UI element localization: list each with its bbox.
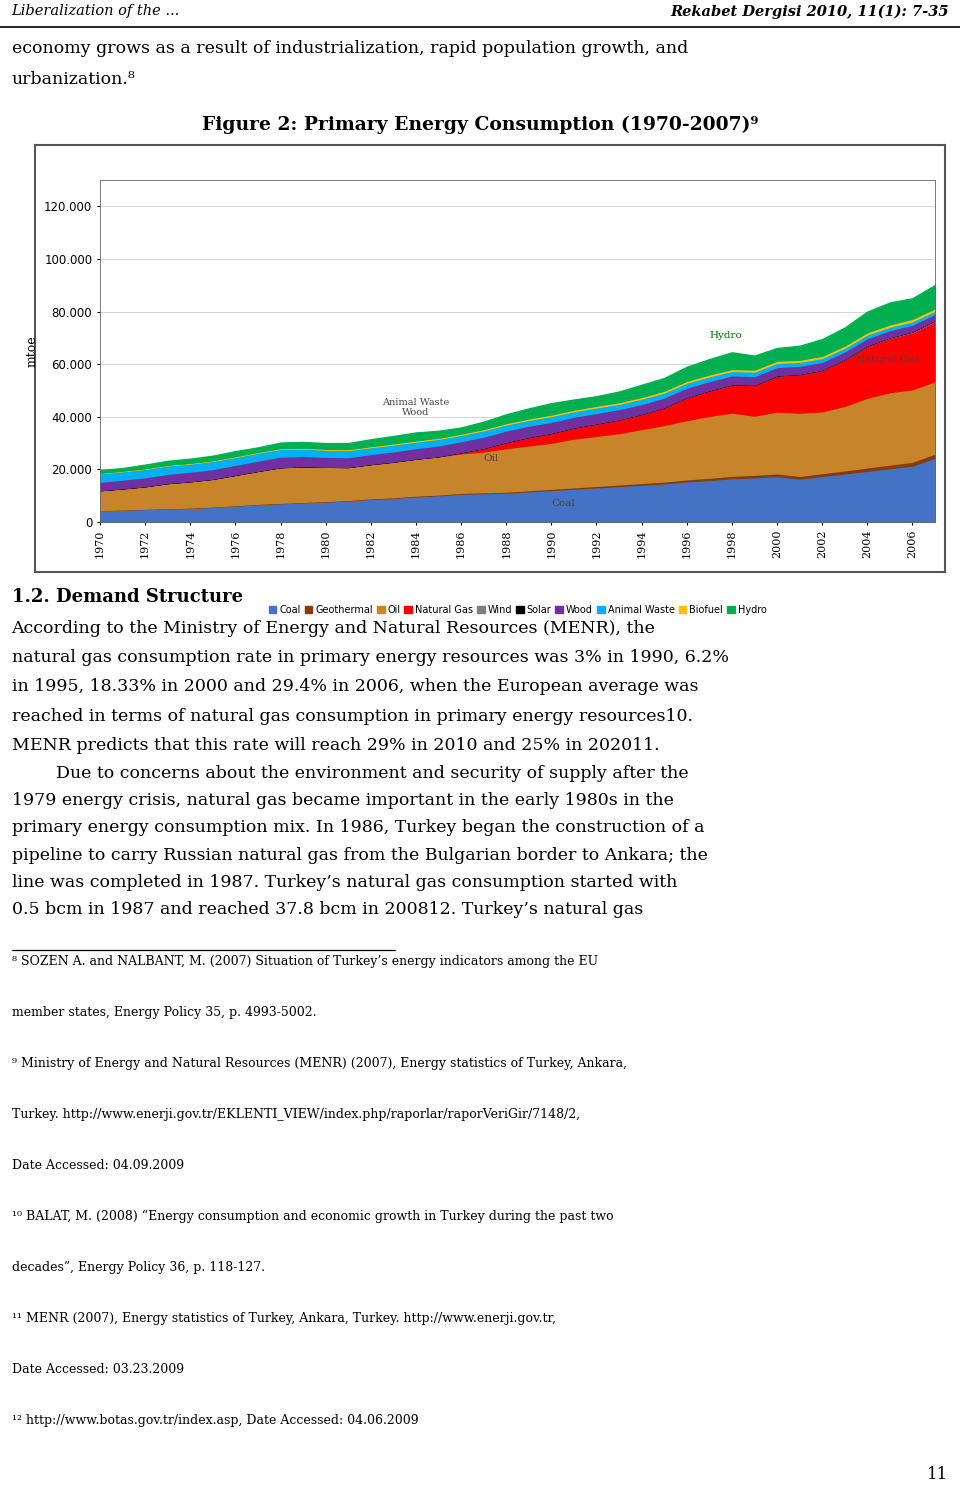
Text: line was completed in 1987. Turkey’s natural gas consumption started with: line was completed in 1987. Turkey’s nat…: [12, 874, 677, 892]
Text: Oil: Oil: [484, 455, 499, 464]
Text: According to the Ministry of Energy and Natural Resources (MENR), the: According to the Ministry of Energy and …: [12, 620, 656, 636]
Text: Animal Waste
Wood: Animal Waste Wood: [382, 398, 449, 417]
Text: ¹⁰ BALAT, M. (2008) “Energy consumption and economic growth in Turkey during the: ¹⁰ BALAT, M. (2008) “Energy consumption …: [12, 1210, 613, 1223]
Text: Natural Gas: Natural Gas: [856, 354, 920, 363]
Text: primary energy consumption mix. In 1986, Turkey began the construction of a: primary energy consumption mix. In 1986,…: [12, 820, 704, 836]
Text: natural gas consumption rate in primary energy resources was 3% in 1990, 6.2%: natural gas consumption rate in primary …: [12, 650, 729, 666]
Text: 0.5 bcm in 1987 and reached 37.8 bcm in 200812. Turkey’s natural gas: 0.5 bcm in 1987 and reached 37.8 bcm in …: [12, 901, 643, 919]
Text: Turkey. http://www.enerji.gov.tr/EKLENTI_VIEW/index.php/raporlar/raporVeriGir/71: Turkey. http://www.enerji.gov.tr/EKLENTI…: [12, 1108, 580, 1121]
Text: urbanization.⁸: urbanization.⁸: [12, 71, 135, 89]
Text: ¹² http://www.botas.gov.tr/index.asp, Date Accessed: 04.06.2009: ¹² http://www.botas.gov.tr/index.asp, Da…: [12, 1414, 419, 1426]
Text: MENR predicts that this rate will reach 29% in 2010 and 25% in 202011.: MENR predicts that this rate will reach …: [12, 737, 660, 754]
Text: ⁹ Ministry of Energy and Natural Resources (MENR) (2007), Energy statistics of T: ⁹ Ministry of Energy and Natural Resourc…: [12, 1057, 627, 1070]
Text: ⁸ SOZEN A. and NALBANT, M. (2007) Situation of Turkey’s energy indicators among : ⁸ SOZEN A. and NALBANT, M. (2007) Situat…: [12, 955, 598, 968]
Text: Due to concerns about the environment and security of supply after the: Due to concerns about the environment an…: [12, 766, 688, 782]
Text: Hydro: Hydro: [709, 330, 742, 339]
Legend: Coal, Geothermal, Oil, Natural Gas, Wind, Solar, Wood, Animal Waste, Biofuel, Hy: Coal, Geothermal, Oil, Natural Gas, Wind…: [266, 602, 769, 618]
Text: 1979 energy crisis, natural gas became important in the early 1980s in the: 1979 energy crisis, natural gas became i…: [12, 793, 673, 809]
Text: Liberalization of the ...: Liberalization of the ...: [12, 5, 180, 18]
Y-axis label: mtoe: mtoe: [26, 335, 38, 366]
Text: ¹¹ MENR (2007), Energy statistics of Turkey, Ankara, Turkey. http://www.enerji.g: ¹¹ MENR (2007), Energy statistics of Tur…: [12, 1312, 556, 1325]
Text: economy grows as a result of industrialization, rapid population growth, and: economy grows as a result of industriali…: [12, 41, 687, 57]
Text: Coal: Coal: [551, 500, 575, 509]
Text: Date Accessed: 03.23.2009: Date Accessed: 03.23.2009: [12, 1363, 183, 1376]
Text: 1.2. Demand Structure: 1.2. Demand Structure: [12, 588, 243, 606]
Text: pipeline to carry Russian natural gas from the Bulgarian border to Ankara; the: pipeline to carry Russian natural gas fr…: [12, 847, 708, 863]
Text: Rekabet Dergisi 2010, 11(1): 7-35: Rekabet Dergisi 2010, 11(1): 7-35: [670, 5, 948, 18]
Text: in 1995, 18.33% in 2000 and 29.4% in 2006, when the European average was: in 1995, 18.33% in 2000 and 29.4% in 200…: [12, 678, 698, 695]
Text: Figure 2: Primary Energy Consumption (1970-2007)⁹: Figure 2: Primary Energy Consumption (19…: [202, 116, 758, 134]
Text: 11: 11: [927, 1466, 948, 1483]
Text: reached in terms of natural gas consumption in primary energy resources10.: reached in terms of natural gas consumpt…: [12, 708, 692, 725]
Text: decades”, Energy Policy 36, p. 118-127.: decades”, Energy Policy 36, p. 118-127.: [12, 1261, 265, 1274]
Text: Date Accessed: 04.09.2009: Date Accessed: 04.09.2009: [12, 1159, 183, 1172]
Text: member states, Energy Policy 35, p. 4993-5002.: member states, Energy Policy 35, p. 4993…: [12, 1006, 316, 1019]
